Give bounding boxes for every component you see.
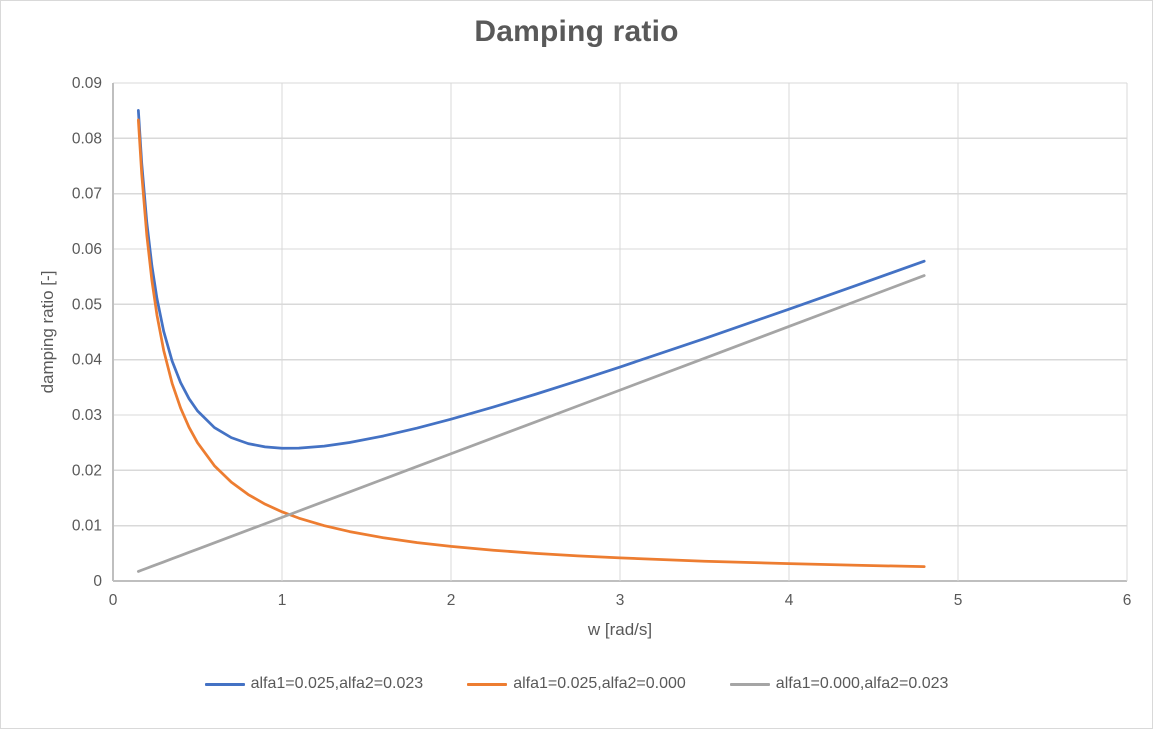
legend-item-series-1: alfa1=0.025,alfa2=0.000 [467, 675, 686, 693]
legend-item-series-2: alfa1=0.000,alfa2=0.023 [729, 675, 949, 693]
x-axis-title: w [rad/s] [587, 620, 653, 639]
legend-label: alfa1=0.000,alfa2=0.023 [775, 675, 949, 692]
series-line-1 [136, 118, 926, 568]
chart-title: Damping ratio [474, 15, 679, 48]
x-tick-label: 2 [447, 592, 456, 609]
x-tick-label: 6 [1123, 592, 1132, 609]
x-tick-label: 3 [616, 592, 625, 609]
y-tick-label: 0.02 [72, 462, 102, 479]
series-line-2 [136, 274, 926, 573]
legend-label: alfa1=0.025,alfa2=0.000 [513, 675, 686, 692]
x-tick-label: 0 [109, 592, 118, 609]
y-tick-label: 0.07 [72, 186, 102, 203]
y-axis-title: damping ratio [-] [38, 270, 57, 394]
x-tick-label: 5 [954, 592, 963, 609]
y-tick-label: 0.08 [72, 130, 102, 147]
y-tick-label: 0 [93, 573, 102, 590]
y-tick-label: 0.09 [72, 75, 102, 92]
legend-line-swatch-orange [467, 682, 508, 686]
legend-label: alfa1=0.025,alfa2=0.023 [250, 675, 424, 692]
series-line-0 [136, 108, 926, 450]
y-tick-label: 0.03 [72, 407, 102, 424]
y-tick-label: 0.04 [72, 352, 103, 369]
y-tick-label: 0.05 [72, 296, 102, 313]
x-tick-label: 1 [278, 592, 287, 609]
legend-line-swatch-blue [204, 682, 245, 686]
y-tick-label: 0.01 [72, 518, 102, 535]
legend: alfa1=0.025,alfa2=0.023 alfa1=0.025,alfa… [1, 675, 1152, 693]
legend-line-swatch-gray [729, 682, 770, 686]
y-tick-label: 0.06 [72, 241, 102, 258]
legend-item-series-0: alfa1=0.025,alfa2=0.023 [204, 675, 424, 693]
x-tick-label: 4 [785, 592, 794, 609]
